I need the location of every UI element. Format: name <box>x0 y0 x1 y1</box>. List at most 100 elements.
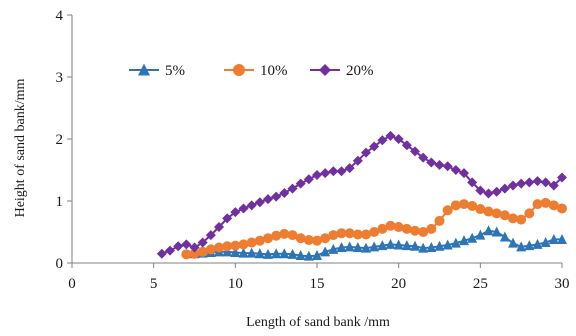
data-point <box>540 197 551 208</box>
data-point <box>540 237 551 248</box>
data-point <box>418 242 429 253</box>
data-point <box>361 229 371 240</box>
data-point <box>434 240 445 251</box>
data-point <box>483 188 494 199</box>
data-point <box>344 241 355 252</box>
data-point <box>434 215 445 226</box>
chart-series <box>156 130 567 261</box>
data-point <box>369 227 380 237</box>
data-point <box>312 169 322 180</box>
data-point <box>377 135 388 146</box>
series-5pct-line <box>194 229 562 258</box>
data-point <box>197 237 208 248</box>
y-tick-label: 3 <box>56 70 64 86</box>
data-point <box>540 177 551 188</box>
data-point <box>303 235 314 246</box>
data-point <box>238 247 249 258</box>
data-point <box>189 248 200 259</box>
data-point <box>238 203 249 214</box>
data-point <box>328 243 339 254</box>
data-point <box>312 235 322 246</box>
data-point <box>377 240 388 251</box>
chart-axes <box>67 14 563 268</box>
x-tick-label: 25 <box>473 276 488 292</box>
data-point <box>475 185 486 196</box>
data-point <box>508 237 518 248</box>
y-tick-label: 0 <box>56 256 64 272</box>
data-point <box>491 226 502 237</box>
data-point <box>320 233 331 244</box>
data-point <box>230 246 241 257</box>
data-point <box>393 222 404 233</box>
data-point <box>475 229 486 240</box>
data-point <box>271 230 282 241</box>
data-point <box>401 140 412 151</box>
data-point <box>401 240 412 251</box>
data-point <box>312 250 322 261</box>
x-tick-label: 5 <box>150 276 158 292</box>
data-point <box>181 249 192 260</box>
data-point <box>393 134 404 144</box>
series-20pct <box>156 130 567 259</box>
data-point <box>557 203 567 214</box>
data-point <box>303 250 314 261</box>
data-point <box>352 155 363 166</box>
data-point <box>254 197 265 208</box>
tick-labels: 0 1 2 3 4 0 5 10 15 20 25 30 <box>56 8 570 292</box>
data-point <box>524 208 535 219</box>
data-point <box>434 160 445 171</box>
data-point <box>369 241 380 252</box>
data-point <box>295 233 306 244</box>
x-tick-label: 0 <box>68 276 76 292</box>
data-point <box>344 163 355 174</box>
data-point <box>491 186 502 197</box>
data-point <box>263 248 273 259</box>
data-point <box>214 222 224 233</box>
data-point <box>279 248 290 259</box>
data-point <box>459 168 469 179</box>
data-point <box>467 200 478 211</box>
data-point <box>295 250 306 261</box>
data-point <box>361 147 371 158</box>
data-point <box>254 235 265 246</box>
data-point <box>524 240 535 251</box>
data-point <box>263 194 273 205</box>
data-point <box>426 242 437 252</box>
legend-label: 5% <box>165 63 185 79</box>
data-point <box>557 233 567 244</box>
data-point <box>279 228 290 239</box>
data-point <box>385 130 396 141</box>
data-point <box>548 200 559 211</box>
y-tick-label: 4 <box>56 8 64 24</box>
data-point <box>197 246 208 257</box>
data-point <box>385 238 396 249</box>
x-tick-label: 30 <box>555 276 570 292</box>
data-point <box>230 207 241 218</box>
legend-label: 10% <box>260 63 288 79</box>
data-point <box>410 146 420 157</box>
data-point <box>336 166 347 177</box>
data-point <box>361 242 371 253</box>
data-point <box>377 223 388 234</box>
data-point <box>516 178 527 189</box>
data-point <box>418 227 429 237</box>
y-tick-label: 1 <box>56 194 64 210</box>
x-tick-label: 20 <box>391 276 406 292</box>
data-point <box>393 239 404 250</box>
data-point <box>442 161 453 172</box>
data-point <box>524 177 535 188</box>
data-point <box>459 235 469 246</box>
data-point <box>548 180 559 191</box>
x-tick-label: 15 <box>310 276 325 292</box>
data-point <box>483 225 494 236</box>
data-point <box>279 187 290 198</box>
data-point <box>205 244 216 255</box>
chart-legend: 5% 10% 20% <box>129 63 374 79</box>
data-point <box>508 213 518 224</box>
data-point <box>205 230 216 241</box>
data-point <box>459 199 469 210</box>
data-point <box>475 204 486 215</box>
data-point <box>401 223 412 234</box>
legend-marker <box>138 63 150 76</box>
